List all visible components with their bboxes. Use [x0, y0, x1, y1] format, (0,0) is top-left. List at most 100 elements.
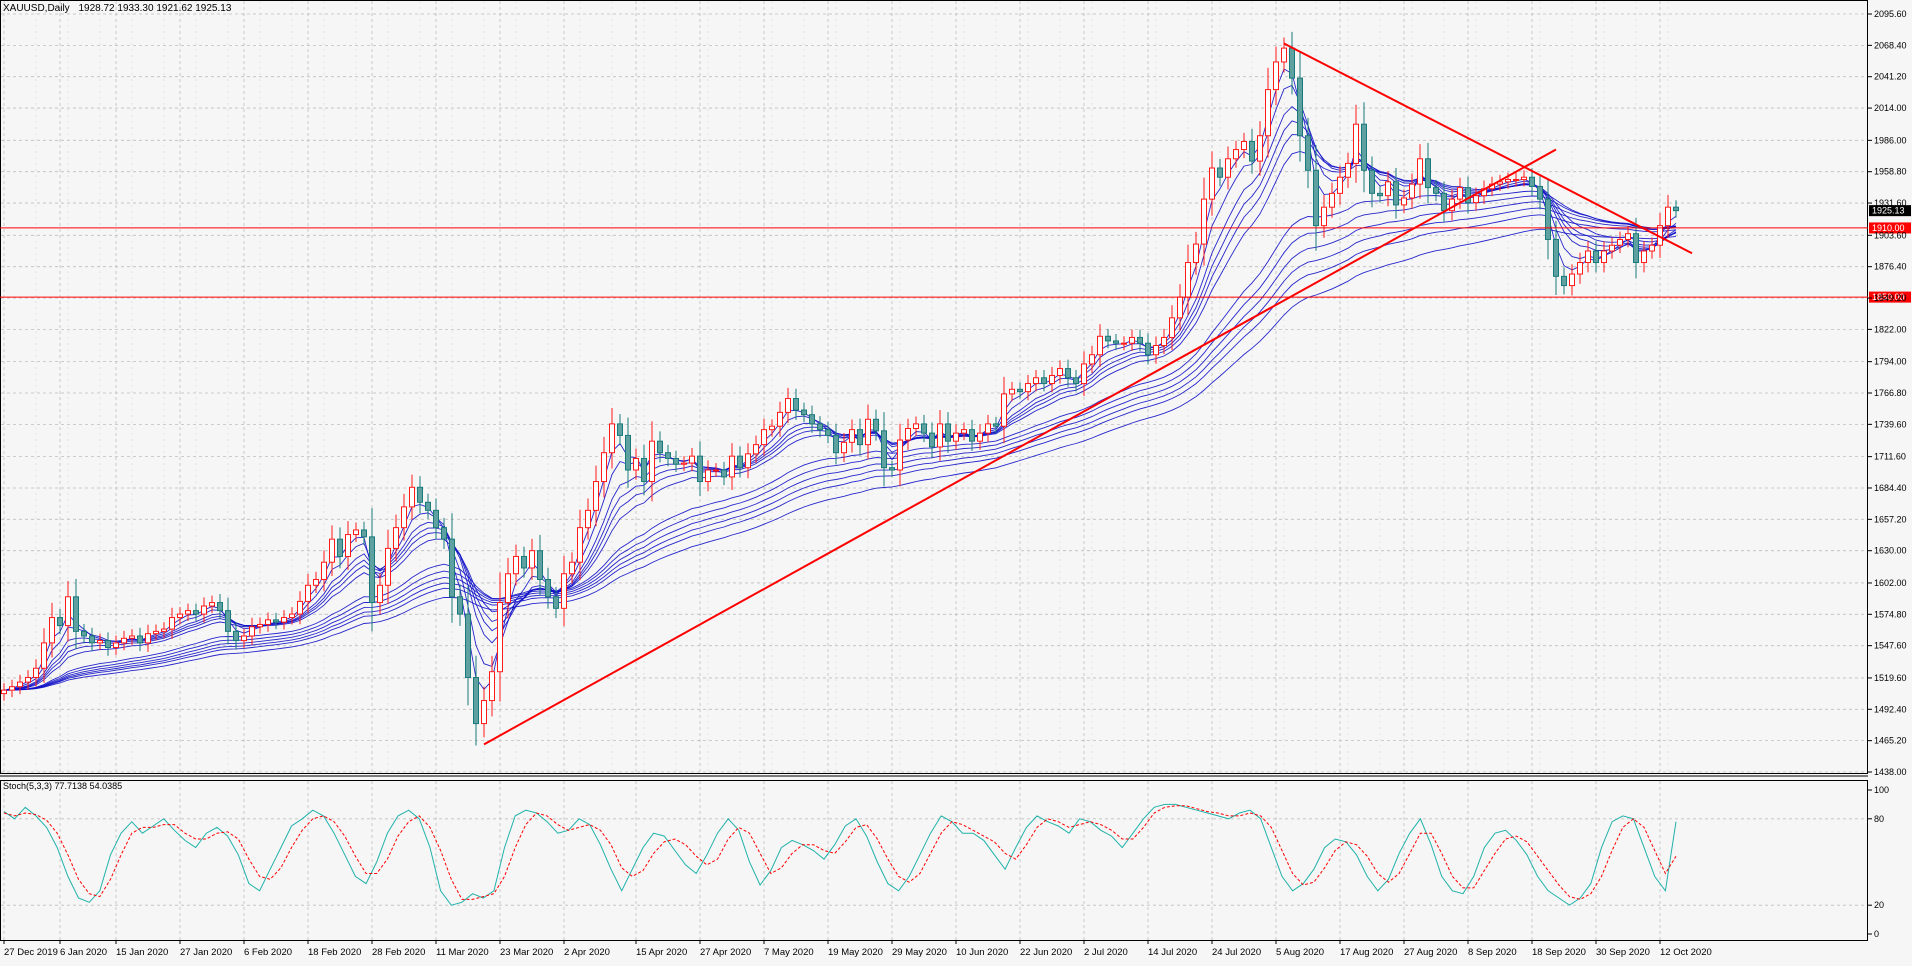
candle-body	[777, 411, 783, 427]
candle-body	[841, 441, 847, 454]
candle-body	[977, 432, 983, 442]
candle-body	[177, 613, 183, 619]
candle-body	[161, 628, 167, 632]
candle-body	[1369, 169, 1375, 194]
candle-body	[121, 637, 127, 644]
time-tick-label: 7 May 2020	[764, 947, 814, 958]
candle-body	[785, 398, 791, 413]
candle-body	[1361, 123, 1367, 171]
candle-body	[713, 469, 719, 472]
candle-body	[361, 529, 367, 538]
candle-body	[1177, 296, 1183, 319]
candle-body	[889, 467, 895, 471]
candle-body	[537, 550, 543, 581]
candle-body	[1201, 198, 1207, 245]
candle-body	[273, 619, 279, 623]
trendline	[483, 148, 1557, 746]
candle-body	[729, 455, 735, 478]
candle-body	[1473, 195, 1479, 204]
candle-body	[1433, 187, 1439, 194]
candle-body	[129, 635, 135, 639]
candle-body	[1465, 187, 1471, 204]
candle-body	[433, 509, 439, 529]
candle-body	[961, 429, 967, 434]
candle-body	[1521, 176, 1527, 181]
candle-body	[369, 536, 375, 604]
candle-body	[409, 486, 415, 508]
moving-average-line	[3, 201, 1677, 691]
candle-body	[1281, 47, 1287, 63]
price-tick-label: 1903.60	[1874, 230, 1907, 240]
candle-body	[945, 423, 951, 442]
price-tick-label: 1657.20	[1874, 514, 1907, 524]
candle-body	[241, 635, 247, 642]
candle-body	[1169, 317, 1175, 338]
price-axis: 2095.60 2068.40 2041.20 2014.00 1986.00 1958.…	[1868, 9, 1907, 777]
candle-body	[601, 452, 607, 483]
candle-body	[1273, 61, 1279, 91]
candle-body	[649, 440, 655, 483]
candle-body	[1129, 336, 1135, 344]
candle-body	[529, 550, 535, 569]
candle-body	[401, 506, 407, 529]
trendline	[1283, 42, 1693, 255]
level-tag	[1869, 291, 1911, 303]
candle-body	[265, 619, 271, 625]
candle-body	[1137, 336, 1143, 344]
candle-body	[89, 635, 95, 644]
candle-body	[681, 462, 687, 465]
candle-body	[745, 453, 751, 469]
candle-body	[665, 452, 671, 459]
price-tick-label: 2014.00	[1874, 103, 1907, 113]
candle-body	[1441, 192, 1447, 212]
price-tick-label: 1684.40	[1874, 483, 1907, 493]
candle-body	[313, 579, 319, 586]
candle-body	[337, 538, 343, 557]
level-tag	[1869, 222, 1911, 234]
time-tick-label: 12 Oct 2020	[1660, 947, 1712, 958]
candle-body	[993, 423, 999, 427]
candle-body	[897, 439, 903, 471]
candle-body	[393, 527, 399, 549]
candle-body	[193, 610, 199, 615]
candle-body	[929, 432, 935, 448]
candle-body	[233, 630, 239, 642]
candle-body	[625, 434, 631, 471]
candle-body	[57, 617, 63, 627]
candle-body	[585, 509, 591, 529]
candle-body	[1353, 123, 1359, 164]
price-tick-label: 1986.00	[1874, 135, 1907, 145]
price-tick-label: 1602.00	[1874, 578, 1907, 588]
symbol-label: XAUUSD,Daily 1928.72 1933.30 1921.62 192…	[3, 3, 232, 14]
candle-body	[81, 630, 87, 637]
candle-body	[737, 455, 743, 469]
grid	[0, 0, 1868, 941]
candle-body	[721, 469, 727, 478]
candle-body	[1121, 342, 1127, 345]
candle-body	[809, 414, 815, 425]
candle-body	[17, 681, 23, 688]
candle-body	[113, 642, 119, 649]
price-tick-label: 2041.20	[1874, 72, 1907, 82]
price-tick-label: 1519.60	[1874, 673, 1907, 683]
horizontal-levels: 1910.00 1850.00 1925.13	[0, 205, 1911, 303]
candle-body	[761, 429, 767, 446]
candle-body	[209, 602, 215, 607]
candle-body	[1617, 238, 1623, 246]
price-tick-label: 1876.40	[1874, 262, 1907, 272]
candle-body	[345, 534, 351, 557]
candle-body	[1601, 250, 1607, 264]
candle-body	[1225, 158, 1231, 178]
candle-body	[1097, 335, 1103, 356]
candle-body	[513, 555, 519, 575]
stoch-frame	[0, 780, 1868, 941]
candle-body	[1377, 192, 1383, 197]
candle-body	[297, 600, 303, 615]
candle-body	[1, 689, 7, 695]
candle-body	[849, 429, 855, 443]
candle-body	[657, 440, 663, 454]
moving-average-line	[3, 228, 1677, 691]
candle-body	[1513, 179, 1519, 182]
